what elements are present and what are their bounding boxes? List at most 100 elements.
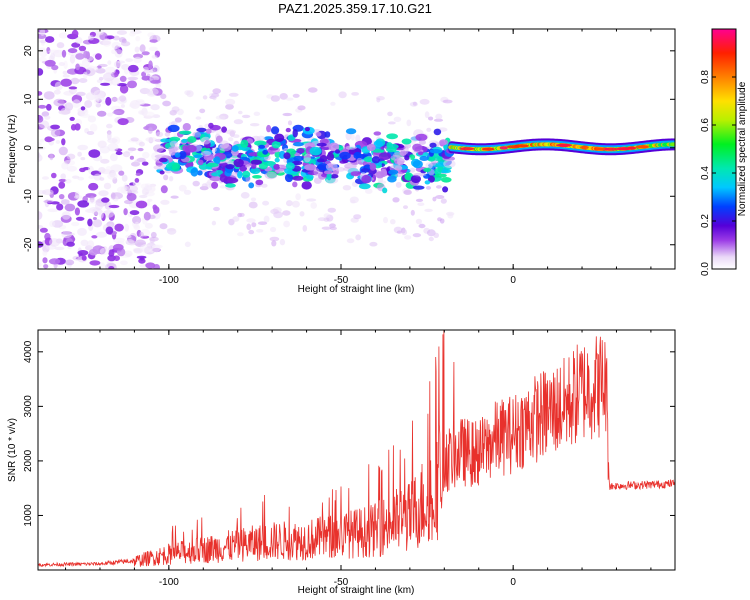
heatmap-cell-2002	[482, 147, 495, 151]
heatmap-cell-547	[159, 223, 168, 230]
heatmap-cell-1389	[316, 158, 325, 163]
heatmap-cell-13	[66, 165, 78, 172]
heatmap-cell-646	[248, 201, 258, 209]
heatmap-cell-675	[239, 212, 245, 217]
spectrogram-ytick-label-2: 0	[23, 145, 34, 151]
heatmap-cell-151	[49, 153, 54, 161]
heatmap-cell-78	[72, 175, 80, 179]
heatmap-cell-370	[87, 240, 95, 249]
heatmap-cell-587	[169, 210, 178, 214]
heatmap-cell-1373	[197, 159, 204, 166]
heatmap-cell-480	[134, 159, 141, 165]
heatmap-cell-575	[186, 90, 194, 98]
colorbar-ticks: 0.0 0.2 0.4 0.6 0.8	[700, 70, 736, 276]
heatmap-cell-1094	[292, 142, 304, 147]
heatmap-cell-1258	[245, 164, 252, 169]
heatmap-cell-650	[447, 213, 454, 219]
heatmap-cell-1246	[425, 162, 433, 170]
heatmap-cell-1310	[353, 151, 362, 160]
heatmap-cell-156	[92, 217, 97, 220]
heatmap-cell-516	[139, 231, 145, 238]
heatmap-cell-1283	[255, 179, 264, 186]
heatmap-cell-506	[112, 243, 124, 251]
heatmap-cell-892	[209, 175, 222, 182]
heatmap-cell-652	[225, 103, 234, 110]
heatmap-cell-255	[60, 173, 66, 180]
heatmap-cell-1326	[200, 150, 212, 157]
heatmap-cell-1256	[317, 163, 329, 171]
heatmap-cell-755	[415, 218, 422, 225]
heatmap-cell-442	[141, 161, 149, 166]
heatmap-cell-432	[74, 207, 80, 216]
spectrogram-xlabel: Height of straight line (km)	[298, 284, 415, 295]
heatmap-cell-471	[93, 89, 105, 99]
heatmap-cell-258	[48, 258, 61, 265]
heatmap-cell-1355	[225, 177, 239, 184]
heatmap-cell-536	[160, 199, 170, 205]
heatmap-cell-199	[75, 216, 85, 221]
heatmap-cell-1264	[360, 168, 370, 173]
heatmap-cell-745	[282, 112, 293, 117]
heatmap-cell-111	[155, 83, 161, 88]
heatmap-cell-89	[91, 235, 98, 239]
heatmap-cell-343	[38, 104, 47, 109]
heatmap-cell-403	[47, 208, 59, 213]
heatmap-cell-1377	[285, 162, 295, 171]
heatmap-cell-1263	[193, 154, 203, 159]
heatmap-cell-466	[139, 256, 145, 261]
heatmap-cell-606	[424, 208, 433, 212]
heatmap-cell-186	[80, 113, 91, 118]
heatmap-cell-164	[114, 49, 123, 58]
heatmap-cell-420	[81, 59, 91, 67]
heatmap-cell-713	[162, 100, 172, 107]
heatmap-cell-176	[123, 199, 133, 205]
heatmap-cell-1205	[378, 152, 392, 161]
heatmap-cell-1375	[283, 152, 291, 160]
heatmap-cell-430	[134, 221, 140, 229]
heatmap-cell-1126	[426, 127, 432, 132]
heatmap-cell-1345	[231, 145, 239, 152]
heatmap-cell-659	[292, 93, 300, 98]
heatmap-cell-1386	[232, 134, 240, 139]
heatmap-cell-467	[139, 244, 152, 253]
heatmap-cell-1181	[248, 182, 255, 189]
heatmap-cell-517	[74, 123, 81, 131]
heatmap-cell-1321	[292, 128, 298, 138]
heatmap-cell-85	[98, 190, 109, 197]
heatmap-cell-462	[107, 254, 116, 262]
heatmap-cell-599	[250, 197, 257, 202]
heatmap-cell-492	[105, 96, 112, 106]
heatmap-cell-844	[164, 131, 171, 137]
heatmap-cell-453	[43, 199, 54, 204]
heatmap-cell-625	[415, 198, 424, 202]
heatmap-cell-358	[58, 194, 65, 200]
heatmap-cell-280	[126, 193, 137, 201]
heatmap-cell-821	[284, 173, 294, 183]
heatmap-cell-1210	[363, 156, 373, 163]
colorbar-tick-label-3: 0.6	[700, 118, 711, 132]
heatmap-cell-277	[93, 97, 99, 105]
heatmap-cell-435	[80, 106, 86, 111]
heatmap-cell-1360	[187, 136, 197, 143]
heatmap-cell-1009	[315, 132, 322, 137]
heatmap-cell-1159	[335, 167, 345, 172]
heatmap-cell-1242	[292, 175, 304, 181]
heatmap-cell-5	[78, 45, 87, 52]
heatmap-cell-1350	[160, 138, 171, 143]
heatmap-cell-1237	[271, 141, 281, 149]
heatmap-cell-389	[65, 259, 75, 266]
heatmap-cell-1384	[167, 146, 178, 153]
heatmap-cell-739	[323, 213, 330, 219]
heatmap-cell-401	[49, 220, 56, 228]
heatmap-cell-627	[251, 222, 257, 228]
heatmap-cell-342	[145, 137, 157, 142]
heatmap-cell-1391	[171, 162, 181, 172]
heatmap-cell-673	[283, 220, 290, 228]
heatmap-cell-219	[38, 120, 50, 129]
heatmap-cell-394	[84, 100, 93, 108]
heatmap-cell-294	[38, 262, 42, 268]
heatmap-cell-1385	[225, 164, 235, 170]
heatmap-cell-305	[71, 29, 79, 38]
heatmap-cell-260	[148, 60, 153, 70]
heatmap-cell-419	[148, 127, 153, 134]
